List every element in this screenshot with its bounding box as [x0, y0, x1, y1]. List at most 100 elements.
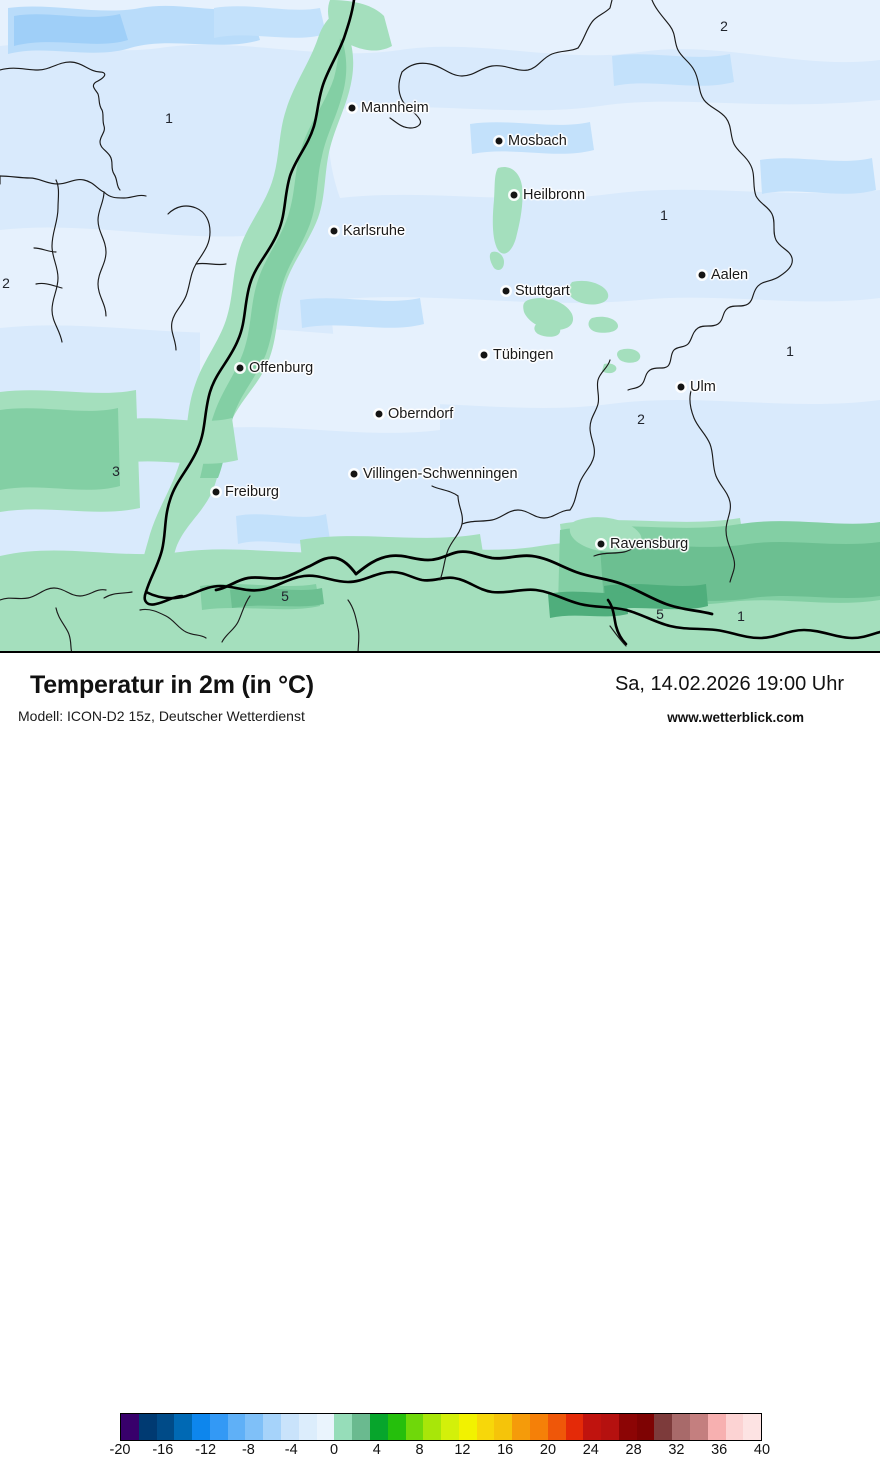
colorbar-swatches — [120, 1413, 762, 1441]
city-label: Ulm — [690, 379, 716, 395]
colorbar-tick-label: 24 — [582, 1442, 599, 1458]
temp-band-green-ravensburg — [569, 517, 642, 552]
site-watermark: www.wetterblick.com — [667, 710, 804, 725]
isoline-label: 1 — [737, 608, 745, 624]
temperature-colorbar: -20 -16 -12 -8 -4 0 4 8 12 16 20 24 28 32 36 40 — [110, 1413, 770, 1458]
colorbar-swatch — [672, 1414, 690, 1440]
city-label: Villingen-Schwenningen — [363, 466, 518, 482]
colorbar-swatch — [636, 1414, 655, 1440]
colorbar-tick-label: 16 — [497, 1442, 514, 1458]
colorbar-swatch — [690, 1414, 708, 1440]
colorbar-tick-label: 8 — [415, 1442, 424, 1458]
colorbar-tick-label: -12 — [195, 1442, 217, 1458]
city-dot-icon — [510, 191, 518, 199]
colorbar-tick-label: 4 — [372, 1442, 381, 1458]
city-dot-icon — [698, 271, 706, 279]
isoline-label: 1 — [660, 207, 668, 223]
city-label: Karlsruhe — [343, 223, 406, 239]
colorbar-swatch — [441, 1414, 459, 1440]
city-dot-icon — [677, 383, 685, 391]
colorbar-tick-label: 32 — [668, 1442, 685, 1458]
isoline-label: 1 — [786, 343, 794, 359]
city-label: Oberndorf — [388, 406, 454, 422]
city-label: Freiburg — [225, 484, 279, 500]
city-label: Mannheim — [361, 100, 429, 116]
colorbar-swatch — [245, 1414, 264, 1440]
city-label: Tübingen — [493, 347, 554, 363]
colorbar-swatch — [209, 1414, 228, 1440]
colorbar-swatch — [458, 1414, 477, 1440]
colorbar-ticks: -20 -16 -12 -8 -4 0 4 8 12 16 20 24 28 32 36 40 — [110, 1442, 771, 1464]
colorbar-swatch — [494, 1414, 513, 1440]
colorbar-swatch — [174, 1414, 193, 1440]
city-label: Stuttgart — [515, 283, 570, 299]
colorbar-swatch — [707, 1414, 726, 1440]
national-border-emphasis — [214, 550, 714, 616]
colorbar-swatch — [618, 1414, 637, 1440]
colorbar-tick-label: 12 — [454, 1442, 471, 1458]
country-borders — [143, 0, 880, 646]
colorbar-swatch — [583, 1414, 602, 1440]
city-label: Mosbach — [508, 133, 567, 149]
map-canvas — [0, 0, 880, 651]
colorbar-swatch — [423, 1414, 442, 1440]
colorbar-swatch — [281, 1414, 299, 1440]
colorbar-swatch — [352, 1414, 370, 1440]
city-dot-icon — [212, 488, 220, 496]
colorbar-swatch — [227, 1414, 246, 1440]
isoline-label: 3 — [112, 463, 120, 479]
city-label: Offenburg — [249, 360, 314, 376]
colorbar-swatch — [565, 1414, 584, 1440]
colorbar-tick-label: 36 — [711, 1442, 728, 1458]
colorbar-swatch — [654, 1414, 673, 1440]
colorbar-swatch — [547, 1414, 566, 1440]
colorbar-swatch — [138, 1414, 157, 1440]
colorbar-swatch — [334, 1414, 353, 1440]
colorbar-swatch — [263, 1414, 282, 1440]
colorbar-swatch — [405, 1414, 424, 1440]
city-dot-icon — [350, 470, 358, 478]
temperature-map[interactable]: Mannheim Mosbach Heilbronn Karlsruhe Aal… — [0, 0, 880, 653]
city-dot-icon — [236, 364, 244, 372]
temp-band-green-heilbronn — [489, 166, 523, 270]
isoline-label: 5 — [281, 588, 289, 604]
colorbar-tick-label: 28 — [625, 1442, 642, 1458]
colorbar-swatch — [529, 1414, 548, 1440]
colorbar-tick-label: -8 — [241, 1442, 255, 1458]
isoline-label: 2 — [720, 18, 728, 34]
colorbar-tick-label: -20 — [109, 1442, 131, 1458]
colorbar-swatch — [298, 1414, 317, 1440]
colorbar-swatch — [121, 1414, 139, 1440]
model-subtitle: Modell: ICON-D2 15z, Deutscher Wetterdie… — [18, 708, 305, 724]
colorbar-swatch — [512, 1414, 530, 1440]
city-label: Ravensburg — [610, 536, 689, 552]
colorbar-swatch — [369, 1414, 388, 1440]
temp-band-green-alb — [523, 280, 641, 374]
colorbar-tick-label: 0 — [329, 1442, 339, 1458]
colorbar-swatch — [387, 1414, 406, 1440]
colorbar-swatch — [725, 1414, 744, 1440]
colorbar-tick-label: -16 — [152, 1442, 174, 1458]
page-title: Temperatur in 2m (in °C) — [30, 671, 314, 699]
colorbar-swatch — [743, 1414, 762, 1440]
isoline-label: 2 — [637, 411, 645, 427]
city-dot-icon — [375, 410, 383, 418]
colorbar-swatch — [156, 1414, 175, 1440]
footer: Temperatur in 2m (in °C) Modell: ICON-D2… — [0, 653, 880, 1458]
city-dot-icon — [348, 104, 356, 112]
city-label: Heilbronn — [523, 187, 586, 203]
isoline-label: 2 — [2, 275, 10, 291]
valid-datetime: Sa, 14.02.2026 19:00 Uhr — [614, 673, 844, 695]
city-label: Aalen — [711, 267, 749, 283]
colorbar-tick-label: -4 — [284, 1442, 298, 1458]
city-dot-icon — [502, 287, 510, 295]
colorbar-swatch — [192, 1414, 210, 1440]
colorbar-tick-label: 40 — [753, 1442, 771, 1458]
colorbar-swatch — [601, 1414, 619, 1440]
city-dot-icon — [330, 227, 338, 235]
city-dot-icon — [597, 540, 605, 548]
regional-borders — [0, 0, 793, 651]
city-dot-icon — [480, 351, 488, 359]
isoline-label: 1 — [165, 110, 173, 126]
